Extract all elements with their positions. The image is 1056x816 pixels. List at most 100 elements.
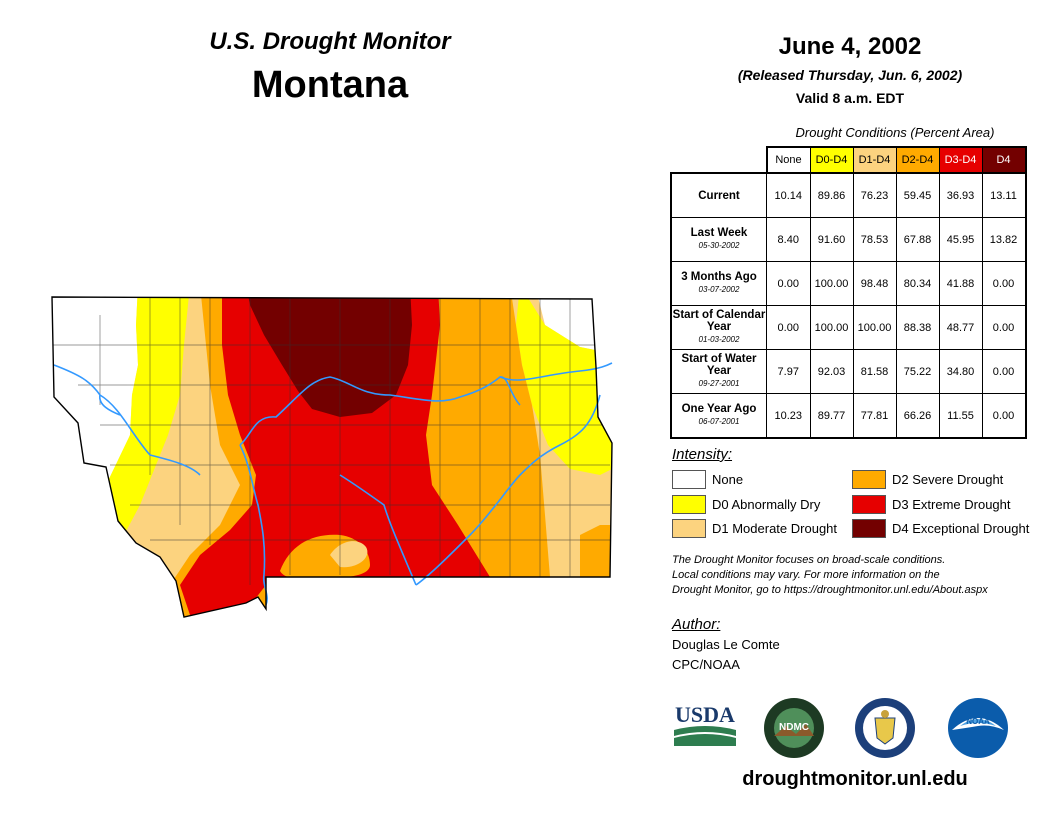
d0-area-west	[106, 297, 190, 535]
note-line: The Drought Monitor focuses on broad-sca…	[672, 554, 946, 566]
table-row-start-water-year: Start of Water Year 09-27-2001 7.97 92.03…	[670, 349, 1027, 394]
row-label: Start of Calendar Year 01-03-2002	[670, 305, 767, 350]
cell-value: 78.53	[852, 217, 897, 262]
state-title: Montana	[251, 64, 409, 106]
cell-value: 0.00	[981, 393, 1027, 439]
table-caption: Drought Conditions (Percent Area)	[795, 125, 995, 140]
cell-value: 11.55	[938, 393, 983, 439]
montana-drought-map	[51, 296, 613, 618]
col-header-d3-d4: D3-D4	[938, 146, 983, 174]
row-date: 06-07-2001	[698, 417, 740, 426]
noaa-logo-text: NOAA	[966, 717, 990, 726]
cell-value: 45.95	[938, 217, 983, 262]
state-outline	[51, 296, 613, 618]
cell-value: 66.26	[895, 393, 940, 439]
note-line: Local conditions may vary. For more info…	[672, 569, 940, 581]
table-row-3-months-ago: 3 Months Ago 03-07-2002 0.00 100.00 98.48…	[670, 261, 1027, 306]
cell-value: 88.38	[895, 305, 940, 350]
noaa-logo: NOAA	[948, 698, 1008, 758]
legend-swatch	[852, 470, 886, 489]
d4-area-north	[246, 297, 412, 417]
legend-swatch	[672, 519, 706, 538]
county-boundaries	[52, 297, 610, 585]
table-row-last-week: Last Week 05-30-2002 8.40 91.60 78.53 67.…	[670, 217, 1027, 262]
cell-value: 0.00	[981, 305, 1027, 350]
cell-value: 98.48	[852, 261, 897, 306]
row-date: 05-30-2002	[698, 241, 740, 250]
cell-value: 13.82	[981, 217, 1027, 262]
cell-value: 36.93	[938, 172, 983, 218]
legend-title: Intensity:	[672, 446, 733, 463]
cell-value: 77.81	[852, 393, 897, 439]
legend-label: None	[712, 472, 744, 487]
d3-area-central	[180, 297, 490, 615]
ndmc-logo: NDMC	[764, 698, 824, 758]
cell-value: 48.77	[938, 305, 983, 350]
cell-value: 100.00	[852, 305, 897, 350]
d0-area-northeast	[516, 297, 612, 475]
author-name: Douglas Le Comte	[672, 637, 780, 652]
col-header-d0-d4: D0-D4	[809, 146, 854, 174]
row-date: 09-27-2001	[698, 379, 740, 388]
usda-logo-text: USDA	[675, 702, 735, 727]
row-label-text: 3 Months Ago	[681, 271, 757, 283]
legend-item-d4: D4 Exceptional Drought	[852, 519, 1029, 538]
cell-value: 75.22	[895, 349, 940, 394]
website-link[interactable]: droughtmonitor.unl.edu	[742, 768, 968, 790]
cell-value: 10.23	[766, 393, 811, 439]
col-header-d4: D4	[981, 146, 1027, 174]
note-line: Drought Monitor, go to https://droughtmo…	[672, 584, 988, 596]
commerce-seal-logo	[855, 698, 915, 758]
cell-value: 89.86	[809, 172, 854, 218]
cell-value: 41.88	[938, 261, 983, 306]
row-date: 01-03-2002	[698, 335, 740, 344]
legend-swatch	[672, 470, 706, 489]
cell-value: 34.80	[938, 349, 983, 394]
legend-label: D1 Moderate Drought	[712, 521, 838, 536]
cell-value: 100.00	[809, 261, 854, 306]
release-date: (Released Thursday, Jun. 6, 2002)	[737, 67, 963, 83]
cell-value: 0.00	[766, 305, 811, 350]
drought-conditions-table: None D0-D4 D1-D4 D2-D4 D3-D4 D4 Current …	[670, 146, 1027, 439]
legend-label: D0 Abnormally Dry	[712, 497, 821, 512]
cell-value: 76.23	[852, 172, 897, 218]
monitor-title: U.S. Drought Monitor	[209, 28, 451, 55]
row-label: One Year Ago 06-07-2001	[670, 393, 767, 439]
cell-value: 0.00	[981, 261, 1027, 306]
valid-time: Valid 8 a.m. EDT	[795, 90, 905, 106]
cell-value: 92.03	[809, 349, 854, 394]
row-label-text: Start of Calendar Year	[672, 309, 766, 333]
cell-value: 80.34	[895, 261, 940, 306]
row-label: Last Week 05-30-2002	[670, 217, 767, 262]
cell-value: 100.00	[809, 305, 854, 350]
cell-value: 0.00	[766, 261, 811, 306]
col-header-d1-d4: D1-D4	[852, 146, 897, 174]
col-header-none: None	[766, 146, 811, 174]
cell-value: 81.58	[852, 349, 897, 394]
usda-logo: USDA	[674, 702, 736, 746]
table-corner	[671, 147, 768, 174]
ndmc-logo-text: NDMC	[779, 722, 809, 733]
legend-item-none: None	[672, 470, 743, 489]
author-heading: Author:	[672, 616, 721, 633]
cell-value: 91.60	[809, 217, 854, 262]
legend-label: D3 Extreme Drought	[892, 497, 1011, 512]
legend-swatch	[852, 519, 886, 538]
d1-bubble-south	[330, 541, 368, 568]
map-date: June 4, 2002	[778, 33, 922, 60]
row-label-text: Start of Water Year	[681, 353, 757, 377]
author-org: CPC/NOAA	[672, 657, 740, 672]
cell-value: 7.97	[766, 349, 811, 394]
cell-value: 13.11	[981, 172, 1027, 218]
legend-label: D2 Severe Drought	[892, 472, 1004, 487]
cell-value: 67.88	[895, 217, 940, 262]
cell-value: 8.40	[766, 217, 811, 262]
legend-item-d2: D2 Severe Drought	[852, 470, 1003, 489]
table-row-one-year-ago: One Year Ago 06-07-2001 10.23 89.77 77.81…	[670, 393, 1027, 439]
table-row-start-calendar-year: Start of Calendar Year 01-03-2002 0.00 10…	[670, 305, 1027, 350]
col-header-d2-d4: D2-D4	[895, 146, 940, 174]
row-label: Start of Water Year 09-27-2001	[670, 349, 767, 394]
legend-swatch	[672, 495, 706, 514]
row-label-text: One Year Ago	[681, 403, 757, 415]
row-label-text: Current	[698, 189, 740, 202]
